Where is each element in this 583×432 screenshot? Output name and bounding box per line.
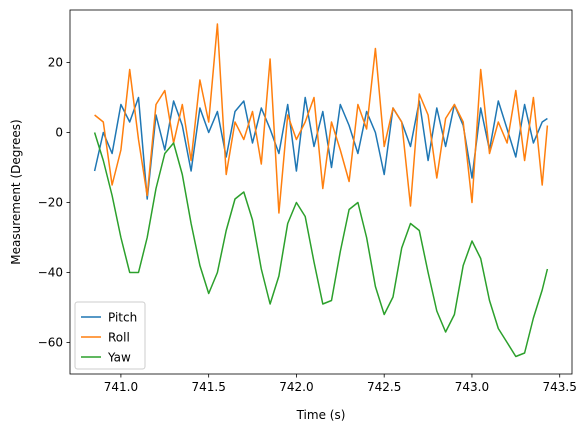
- y-tick-label: −40: [38, 266, 63, 280]
- y-tick-label: −20: [38, 196, 63, 210]
- series-line-yaw: [93, 132, 549, 358]
- x-tick-label: 742.0: [279, 380, 313, 394]
- legend-label-yaw: Yaw: [107, 351, 131, 365]
- x-axis-ticks: 741.0 741.5 742.0 742.5 743.0 743.5: [104, 374, 577, 394]
- plot-frame: [69, 9, 573, 375]
- y-tick-label: 20: [48, 56, 63, 70]
- x-axis-label: Time (s): [296, 408, 346, 422]
- y-tick-label: −60: [38, 336, 63, 350]
- series-layer: [93, 23, 549, 358]
- legend: Pitch Roll Yaw: [74, 301, 146, 370]
- x-tick-label: 743.5: [543, 380, 577, 394]
- series-line-roll: [94, 23, 549, 214]
- legend-label-pitch: Pitch: [108, 311, 137, 325]
- y-tick-label: 0: [55, 126, 63, 140]
- x-tick-label: 742.5: [367, 380, 401, 394]
- y-axis-ticks: −60 −40 −20 0 20: [38, 56, 70, 350]
- legend-label-roll: Roll: [108, 331, 130, 345]
- x-tick-label: 741.0: [104, 380, 138, 394]
- plot-area: [93, 23, 549, 358]
- y-axis-label: Measurement (Degrees): [9, 119, 23, 265]
- x-tick-label: 743.0: [455, 380, 489, 394]
- x-tick-label: 741.5: [191, 380, 225, 394]
- legend-frame: [74, 301, 146, 370]
